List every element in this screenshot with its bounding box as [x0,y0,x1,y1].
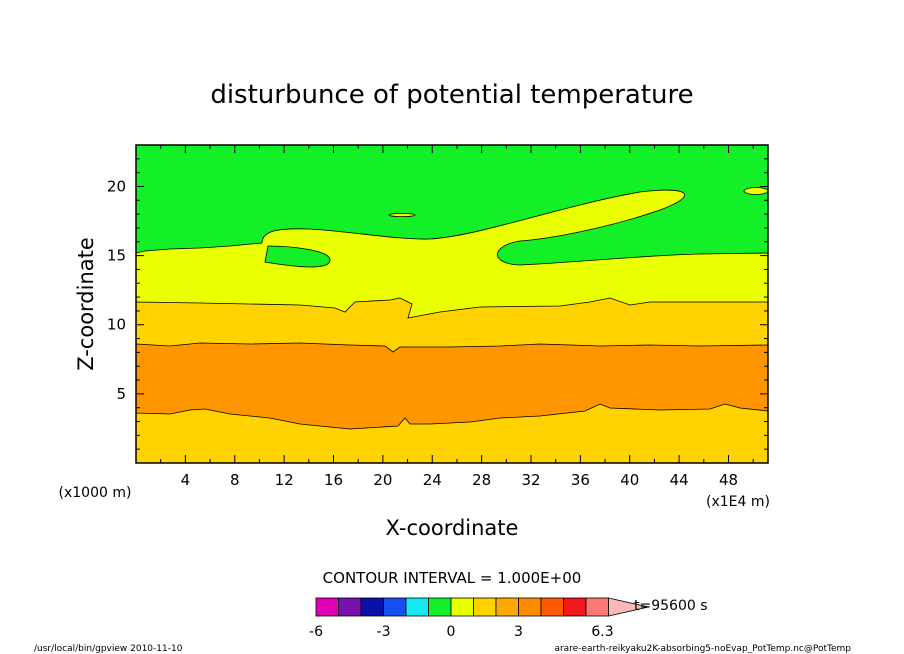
colorbar-cell [383,597,407,617]
x-tick-label: 8 [230,471,240,489]
x-unit-label: (x1E4 m) [706,494,770,510]
colorbar-tick-label: 6.3 [591,624,613,640]
colorbar-cell [315,597,339,617]
colorbar-tick-label: 0 [447,624,456,640]
x-tick-label: 40 [620,471,639,489]
colorbar-cell [338,597,362,617]
x-axis-ticks: 4 8 12 16 20 24 28 32 36 40 44 48 [160,145,754,489]
y-axis-ticks: 5 10 15 20 [107,158,768,450]
band-orange [135,342,769,430]
x-axis-label: X-coordinate [386,516,519,540]
time-label: t=95600 s [634,598,708,614]
x-tick-label: 16 [324,471,343,489]
y-tick-label: 15 [107,247,126,265]
colorbar-cell [563,597,587,617]
x-tick-label: 48 [719,471,738,489]
colorbar-cell [405,597,429,617]
x-tick-label: 44 [670,471,689,489]
colorbar-cell [450,597,474,617]
colorbar-tick-label: 3 [514,624,523,640]
colorbar-ticks: -6 -3 0 3 6.3 [309,624,614,640]
x-tick-label: 24 [423,471,442,489]
y-tick-label: 20 [107,177,126,195]
x-tick-label: 12 [275,471,294,489]
colorbar-cell [473,597,497,617]
x-tick-label: 32 [521,471,540,489]
y-tick-label: 5 [116,385,126,403]
x-tick-label: 4 [181,471,191,489]
colorbar-tick-label: -3 [377,624,391,640]
colorbar-cell [360,597,384,617]
contour-interval: CONTOUR INTERVAL = 1.000E+00 [323,569,582,587]
colorbar-cell [540,597,564,617]
colorbar-cell [585,597,609,617]
footer-left: /usr/local/bin/gpview 2010-11-10 [34,644,183,654]
x-tick-label: 28 [472,471,491,489]
plot-area [135,144,769,464]
plot-frame [135,144,769,464]
colorbar-tick-label: -6 [309,624,323,640]
colorbar-cell [518,597,542,617]
y-unit-label: (x1000 m) [59,485,132,501]
colorbar-arrow [608,597,649,617]
yellow-island-right [743,187,769,195]
yellow-island [388,212,416,217]
x-tick-label: 36 [571,471,590,489]
y-tick-label: 10 [107,316,126,334]
colorbar [315,597,649,617]
footer-right: arare-earth-reikyaku2K-absorbing5-noEvap… [554,644,851,654]
colorbar-cell [495,597,519,617]
chart-title: disturbunce of potential temperature [210,80,693,110]
x-tick-label: 20 [373,471,392,489]
colorbar-cell [428,597,452,617]
y-axis-label: Z-coordinate [74,237,98,371]
green-pocket [264,245,331,268]
